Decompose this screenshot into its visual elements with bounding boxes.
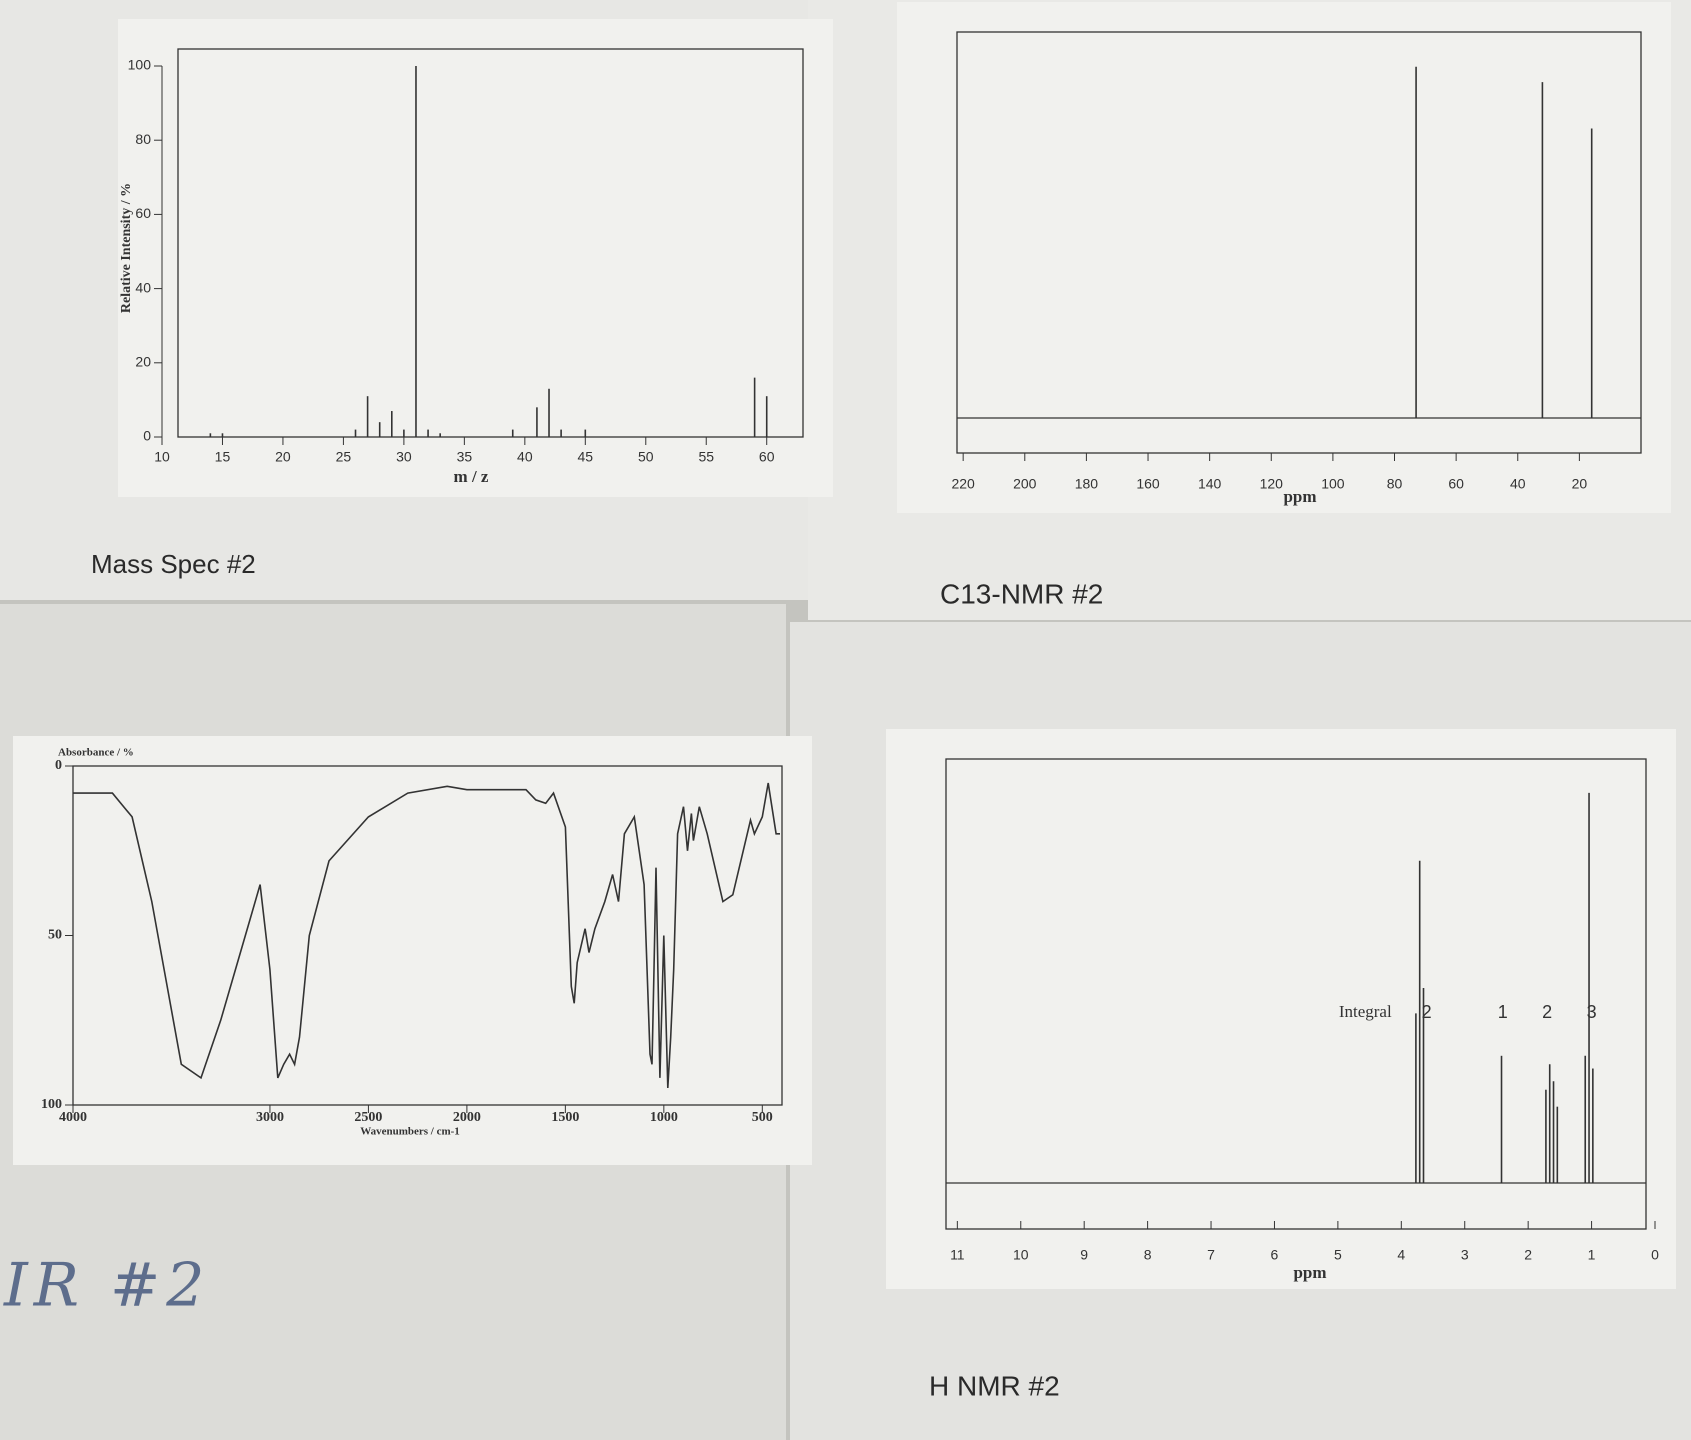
x-tick-label: 500: [752, 1110, 773, 1125]
x-tick-label: 45: [578, 449, 594, 465]
integral-value: 2: [1542, 1002, 1552, 1022]
x-axis-label: ppm: [1293, 1263, 1326, 1282]
x-tick-label: 25: [336, 449, 352, 465]
y-tick-label: 100: [41, 1097, 62, 1112]
y-tick-label: 50: [48, 928, 62, 943]
x-tick-label: 4000: [59, 1110, 87, 1125]
plot-frame: [956, 31, 1642, 454]
x-tick-label: 10: [154, 449, 170, 465]
x-tick-label: 8: [1144, 1247, 1152, 1263]
chart-title: C13-NMR #2: [940, 578, 1103, 609]
x-axis-label: ppm: [1283, 487, 1316, 506]
x-tick-label: 0: [1651, 1247, 1659, 1263]
x-tick-label: 60: [759, 449, 775, 465]
y-axis-label: Absorbance / %: [58, 747, 134, 759]
integral-value: 1: [1498, 1002, 1508, 1022]
x-tick-label: 2000: [453, 1110, 481, 1125]
x-tick-label: 60: [1448, 476, 1464, 492]
integral-value: 2: [1422, 1002, 1432, 1022]
x-tick-label: 4: [1397, 1247, 1405, 1263]
x-tick-label: 40: [1510, 476, 1526, 492]
x-tick-label: 15: [215, 449, 231, 465]
x-tick-label: 11: [950, 1247, 965, 1263]
x-tick-label: 140: [1198, 476, 1222, 492]
chart-title: IR #2: [3, 1251, 210, 1321]
y-tick-label: 80: [135, 131, 151, 147]
x-tick-label: 7: [1207, 1247, 1215, 1263]
x-tick-label: 35: [457, 449, 473, 465]
y-axis-label: Relative Intensity / %: [119, 183, 134, 313]
x-tick-label: 5: [1334, 1247, 1342, 1263]
chart-title: Mass Spec #2: [91, 549, 256, 579]
x-tick-label: 120: [1260, 476, 1284, 492]
x-tick-label: 3000: [256, 1110, 284, 1125]
x-tick-label: 2: [1524, 1247, 1532, 1263]
spectrum-line: [73, 782, 780, 1089]
plot-frame: [177, 48, 804, 438]
plot-frame: [945, 758, 1647, 1230]
x-tick-label: 2500: [354, 1110, 382, 1125]
x-axis-label: Wavenumbers / cm-1: [360, 1126, 460, 1138]
x-tick-label: 1500: [551, 1110, 579, 1125]
y-tick-label: 20: [135, 354, 151, 370]
y-tick-label: 100: [128, 57, 152, 73]
y-tick-label: 60: [135, 205, 151, 221]
x-tick-label: 220: [951, 476, 975, 492]
x-tick-label: 80: [1387, 476, 1403, 492]
x-tick-label: 200: [1013, 476, 1037, 492]
x-tick-label: 6: [1271, 1247, 1279, 1263]
plot-paper: [13, 736, 812, 1165]
chart-title: H NMR #2: [929, 1370, 1060, 1401]
x-tick-label: 100: [1321, 476, 1345, 492]
x-tick-label: 9: [1080, 1247, 1088, 1263]
plot-paper: [897, 2, 1671, 513]
y-tick-label: 0: [55, 758, 62, 773]
integral-value: 3: [1587, 1002, 1597, 1022]
x-tick-label: 20: [275, 449, 291, 465]
x-tick-label: 3: [1461, 1247, 1469, 1263]
x-tick-label: 160: [1136, 476, 1160, 492]
integral-label: Integral: [1339, 1002, 1392, 1021]
y-tick-label: 40: [135, 279, 151, 295]
x-tick-label: 30: [396, 449, 412, 465]
x-tick-label: 50: [638, 449, 654, 465]
x-tick-label: 10: [1013, 1247, 1029, 1263]
x-tick-label: 1000: [650, 1110, 678, 1125]
x-tick-label: 40: [517, 449, 533, 465]
x-tick-label: 180: [1075, 476, 1099, 492]
x-tick-label: 20: [1572, 476, 1588, 492]
plot-paper: [886, 729, 1676, 1289]
x-tick-label: 1: [1588, 1247, 1596, 1263]
x-tick-label: 55: [698, 449, 714, 465]
plot-paper: [118, 19, 833, 497]
y-tick-label: 0: [143, 428, 151, 444]
x-axis-label: m / z: [454, 467, 489, 486]
